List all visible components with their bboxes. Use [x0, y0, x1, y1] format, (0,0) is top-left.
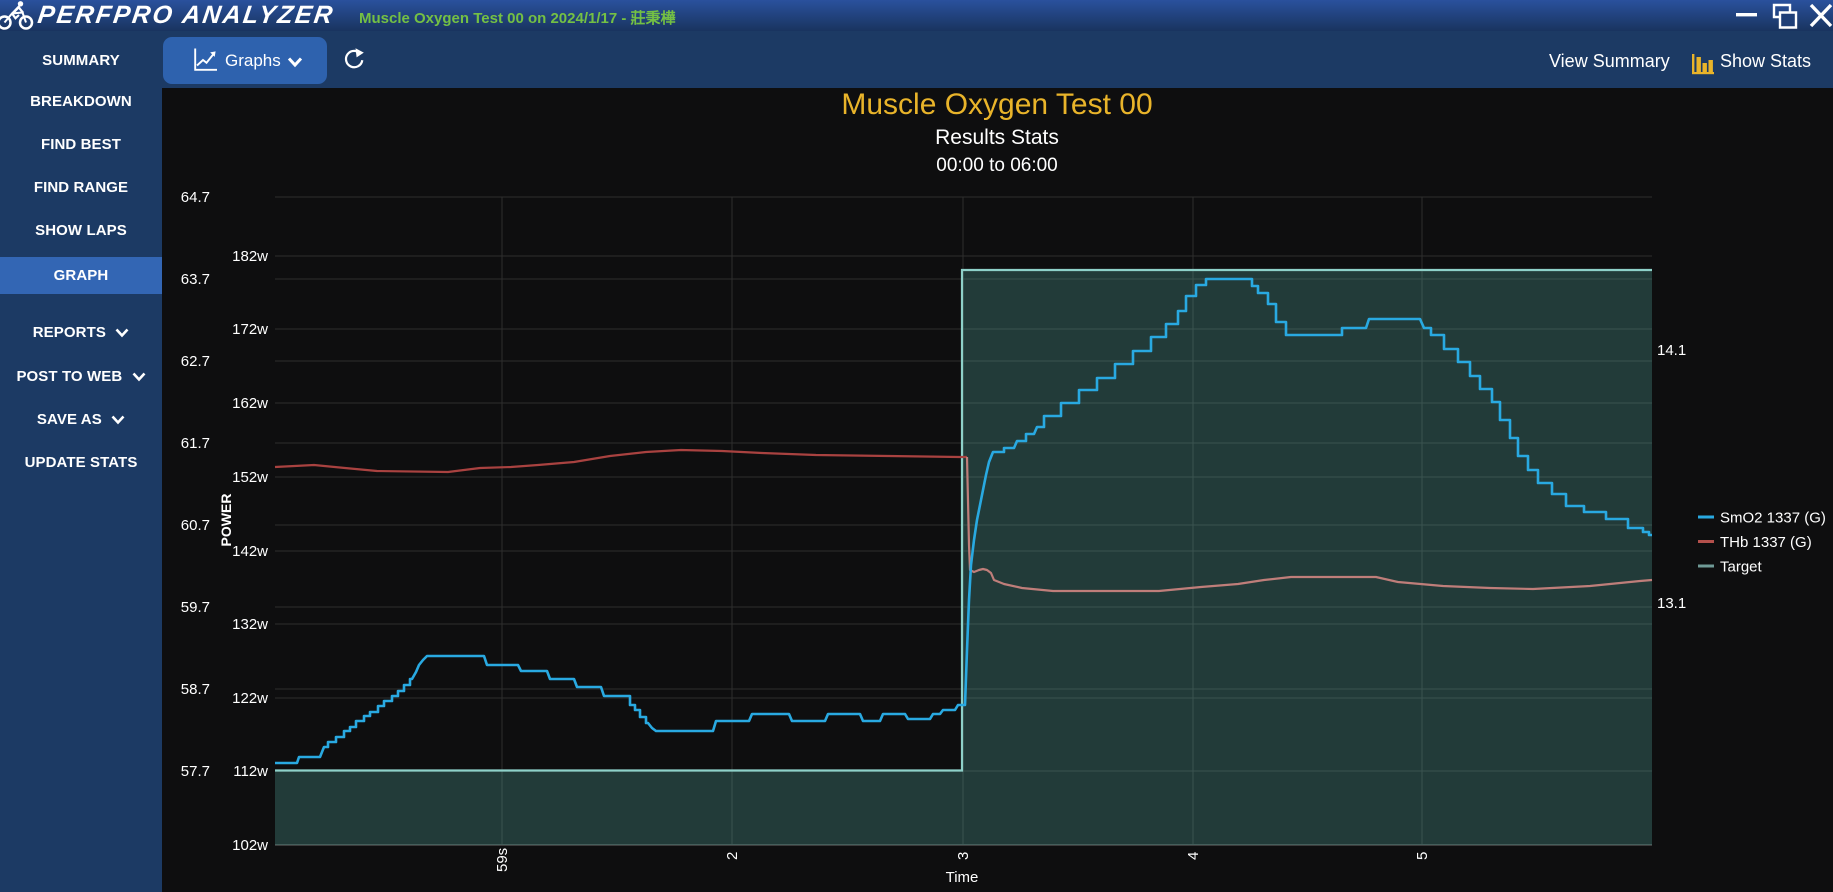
svg-text:3: 3: [955, 852, 972, 860]
svg-text:59s: 59s: [494, 848, 511, 872]
svg-text:63.7: 63.7: [181, 271, 210, 288]
svg-text:62.7: 62.7: [181, 353, 210, 370]
svg-text:58.7: 58.7: [181, 681, 210, 698]
svg-text:Target: Target: [1720, 559, 1763, 576]
svg-text:2: 2: [724, 852, 741, 860]
svg-text:14.1: 14.1: [1657, 342, 1686, 359]
svg-text:61.7: 61.7: [181, 435, 210, 452]
svg-text:162w: 162w: [232, 395, 268, 412]
svg-text:142w: 142w: [232, 543, 268, 560]
svg-text:00:00 to 06:00: 00:00 to 06:00: [936, 155, 1058, 176]
svg-text:57.7: 57.7: [181, 763, 210, 780]
svg-text:60.7: 60.7: [181, 517, 210, 534]
svg-text:13.1: 13.1: [1657, 595, 1686, 612]
svg-text:122w: 122w: [232, 690, 268, 707]
svg-text:5: 5: [1414, 852, 1431, 860]
svg-text:102w: 102w: [232, 837, 268, 854]
svg-text:152w: 152w: [232, 469, 268, 486]
svg-text:182w: 182w: [232, 248, 268, 265]
svg-text:Results Stats: Results Stats: [935, 126, 1059, 149]
svg-text:64.7: 64.7: [181, 189, 210, 206]
svg-text:172w: 172w: [232, 321, 268, 338]
svg-text:Muscle Oxygen Test 00: Muscle Oxygen Test 00: [841, 88, 1152, 121]
svg-text:112w: 112w: [233, 763, 268, 780]
svg-text:SmO2 1337 (G): SmO2 1337 (G): [1720, 510, 1826, 527]
svg-text:59.7: 59.7: [181, 599, 210, 616]
svg-text:Time: Time: [946, 869, 979, 886]
svg-text:4: 4: [1185, 852, 1202, 860]
svg-text:POWER: POWER: [218, 494, 234, 547]
svg-text:132w: 132w: [232, 616, 268, 633]
svg-text:THb 1337 (G): THb 1337 (G): [1720, 534, 1812, 551]
